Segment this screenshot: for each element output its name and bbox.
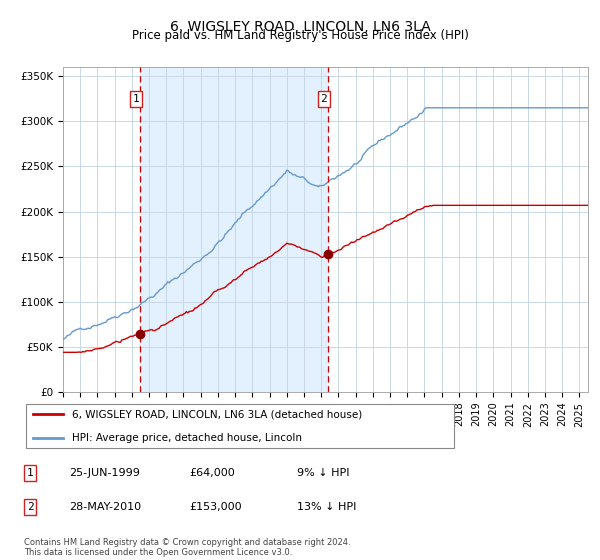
Text: 6, WIGSLEY ROAD, LINCOLN, LN6 3LA (detached house): 6, WIGSLEY ROAD, LINCOLN, LN6 3LA (detac… (71, 409, 362, 419)
Text: 9% ↓ HPI: 9% ↓ HPI (297, 468, 349, 478)
Text: 13% ↓ HPI: 13% ↓ HPI (297, 502, 356, 512)
Text: 2: 2 (320, 94, 328, 104)
FancyBboxPatch shape (26, 404, 454, 449)
Text: HPI: Average price, detached house, Lincoln: HPI: Average price, detached house, Linc… (71, 433, 302, 443)
Text: £153,000: £153,000 (189, 502, 242, 512)
Text: 1: 1 (133, 94, 139, 104)
Bar (571, 67, 588, 392)
Text: 1: 1 (26, 468, 34, 478)
Text: 6, WIGSLEY ROAD, LINCOLN, LN6 3LA: 6, WIGSLEY ROAD, LINCOLN, LN6 3LA (170, 20, 430, 34)
Bar (140, 67, 328, 392)
Text: 25-JUN-1999: 25-JUN-1999 (69, 468, 140, 478)
Text: £64,000: £64,000 (189, 468, 235, 478)
Text: 28-MAY-2010: 28-MAY-2010 (69, 502, 141, 512)
Text: Contains HM Land Registry data © Crown copyright and database right 2024.
This d: Contains HM Land Registry data © Crown c… (24, 538, 350, 557)
Text: Price paid vs. HM Land Registry's House Price Index (HPI): Price paid vs. HM Land Registry's House … (131, 29, 469, 42)
Text: 2: 2 (26, 502, 34, 512)
